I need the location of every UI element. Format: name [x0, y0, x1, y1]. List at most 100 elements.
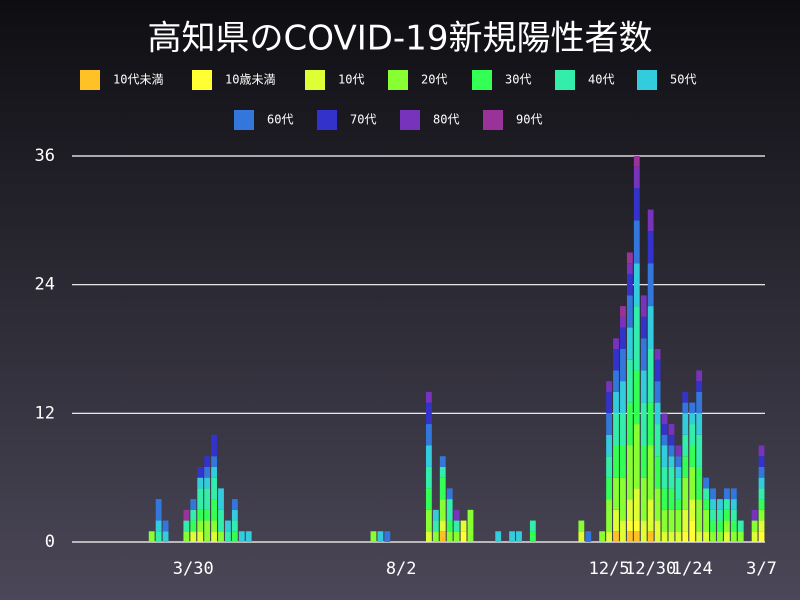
y-tick-label: 24 [35, 275, 55, 295]
bar-segment [675, 445, 682, 457]
bar-segment [661, 531, 668, 542]
legend-swatch [483, 110, 503, 130]
bar-segment [696, 370, 703, 382]
bar-segment [197, 520, 204, 532]
bar-segment [211, 520, 217, 532]
bar-segment [633, 370, 640, 425]
bar-segment [231, 531, 238, 542]
bar-segment [723, 509, 730, 521]
bar-segment [183, 531, 190, 542]
legend-label: 50代 [670, 73, 696, 87]
bar-segment [439, 477, 446, 500]
bar-segment [626, 295, 633, 328]
bar-segment [647, 349, 654, 403]
bar-segment [696, 381, 703, 392]
bar-segment [737, 531, 744, 542]
bar-segment [446, 531, 453, 542]
bar-segment [647, 263, 654, 307]
bar-segment [218, 509, 224, 532]
bar-segment [633, 520, 640, 532]
bar-segment [439, 466, 446, 478]
bar-segment [654, 456, 661, 489]
bar-segment [606, 477, 612, 500]
bar-segment [453, 509, 460, 521]
bar-segment [211, 434, 217, 457]
bar-segment [640, 477, 647, 521]
bar-segment [668, 456, 675, 467]
bar-segment [225, 531, 231, 542]
bar-segment [204, 456, 211, 467]
bar-segment [613, 477, 619, 510]
bar-segment [758, 477, 765, 489]
bar-segment [197, 531, 204, 542]
bar-segment [211, 477, 217, 500]
chart-title: 高知県のCOVID-19新規陽性者数 [148, 19, 653, 59]
bar-segment [183, 509, 190, 521]
bar-segment [148, 531, 155, 542]
bar-segment [377, 531, 384, 542]
bar-segment [425, 402, 432, 425]
bar-segment [668, 424, 675, 435]
bar-segment [668, 445, 675, 457]
bar-segment [668, 466, 675, 489]
bar-segment [654, 402, 661, 425]
bar-segment [606, 391, 612, 414]
legend-swatch [472, 70, 492, 90]
y-tick-label: 12 [35, 403, 55, 423]
bar-segment [633, 424, 640, 489]
bar-segment [432, 531, 439, 542]
legend-label: 30代 [505, 73, 531, 87]
bar-segment [730, 499, 737, 510]
legend-swatch [388, 70, 408, 90]
bar-segment [613, 338, 619, 349]
bar-segment [231, 499, 238, 510]
bar-segment [751, 509, 758, 521]
legend-swatch [555, 70, 575, 90]
bar-segment [710, 531, 716, 542]
legend-label: 10代未満 [113, 73, 163, 87]
bar-segment [162, 520, 169, 532]
bar-segment [439, 520, 446, 532]
bar-segment [620, 327, 626, 349]
bar-segment [710, 520, 716, 532]
bar-segment [654, 424, 661, 457]
bar-segment [211, 456, 217, 467]
bar-segment [758, 488, 765, 500]
bar-segment [626, 327, 633, 360]
bar-segment [155, 499, 162, 521]
bar-segment [661, 434, 668, 446]
bar-segment [620, 520, 626, 542]
bar-segment [370, 531, 377, 542]
bar-segment [204, 488, 211, 510]
bar-segment [425, 531, 432, 542]
bar-segment [661, 466, 668, 489]
bar-segment [204, 466, 211, 478]
bar-segment [696, 466, 703, 500]
bar-segment [626, 531, 633, 542]
bar-segment [425, 509, 432, 532]
legend-label: 80代 [433, 113, 459, 127]
bar-segment [647, 445, 654, 500]
bar-segment [675, 531, 682, 542]
bar-segment [613, 445, 619, 478]
bar-segment [682, 477, 689, 510]
bar-segment [758, 499, 765, 510]
bar-segment [606, 531, 612, 542]
bar-segment [654, 488, 661, 521]
bar-segment [710, 488, 716, 500]
bar-segment [633, 306, 640, 371]
bar-segment [211, 499, 217, 521]
bar-segment [218, 488, 224, 510]
bar-segment [730, 488, 737, 500]
bar-segment [425, 445, 432, 467]
bar-segment [703, 531, 710, 542]
bar-segment [661, 424, 668, 435]
bar-segment [425, 424, 432, 446]
bar-segment [640, 370, 647, 403]
legend-swatch [192, 70, 212, 90]
bar-segment [647, 306, 654, 349]
bar-segment [439, 531, 446, 542]
bar-segment [620, 349, 626, 382]
bar-segment [675, 456, 682, 467]
bar-segment [446, 520, 453, 532]
